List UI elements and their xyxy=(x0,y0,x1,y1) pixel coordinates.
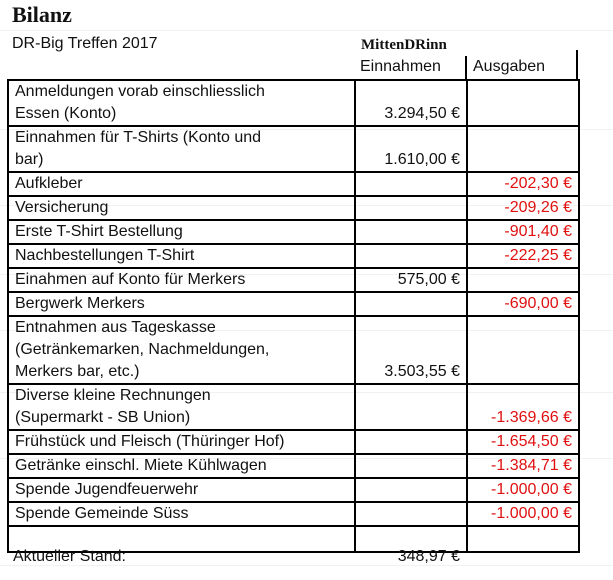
header-right-border xyxy=(576,50,578,80)
row-label[interactable]: Spende Gemeinde Süss xyxy=(7,501,356,527)
income-cell[interactable] xyxy=(354,525,468,553)
row-label[interactable]: Frühstück und Fleisch (Thüringer Hof) xyxy=(7,429,356,455)
income-cell[interactable]: 575,00 € xyxy=(354,267,468,293)
row-label[interactable]: Nachbestellungen T-Shirt xyxy=(7,243,356,269)
current-balance-value: 348,97 € xyxy=(397,548,460,565)
income-cell[interactable]: 3.294,50 € xyxy=(354,79,468,127)
row-label[interactable]: Aufkleber xyxy=(7,171,356,197)
income-cell[interactable] xyxy=(354,453,468,479)
row-label[interactable]: Entnahmen aus Tageskasse (Getränkemarken,… xyxy=(7,315,356,385)
gridline xyxy=(0,565,613,566)
table-row: Einnahmen für T-Shirts (Konto und bar) 1.… xyxy=(7,125,580,173)
row-label[interactable]: Getränke einschl. Miete Kühlwagen xyxy=(7,453,356,479)
column-header-expenses: Ausgaben xyxy=(473,58,546,75)
expense-cell[interactable]: -901,40 € xyxy=(466,219,580,245)
expense-cell[interactable]: -1.000,00 € xyxy=(466,477,580,503)
expense-cell[interactable] xyxy=(466,315,580,385)
balance-table: Anmeldungen vorab einschliesslich Essen (… xyxy=(7,79,580,553)
row-label[interactable]: Anmeldungen vorab einschliesslich Essen (… xyxy=(7,79,356,127)
table-row: Bergwerk Merkers -690,00 € xyxy=(7,291,580,317)
event-subtitle: DR-Big Treffen 2017 xyxy=(12,35,158,52)
expense-cell[interactable]: -690,00 € xyxy=(466,291,580,317)
row-label[interactable]: Einnahmen für T-Shirts (Konto und bar) xyxy=(7,125,356,173)
table-row-empty xyxy=(7,525,580,553)
current-balance-label: Aktueller Stand: xyxy=(13,548,126,565)
expense-cell[interactable]: -1.000,00 € xyxy=(466,501,580,527)
expense-cell[interactable]: -209,26 € xyxy=(466,195,580,221)
expense-cell[interactable]: -202,30 € xyxy=(466,171,580,197)
header-divider xyxy=(465,56,467,80)
income-cell[interactable]: 3.503,55 € xyxy=(354,315,468,385)
income-cell[interactable] xyxy=(354,291,468,317)
expense-cell[interactable]: -1.384,71 € xyxy=(466,453,580,479)
row-label[interactable]: Diverse kleine Rechnungen (Supermarkt - S… xyxy=(7,383,356,431)
income-cell[interactable] xyxy=(354,501,468,527)
table-row: Entnahmen aus Tageskasse (Getränkemarken,… xyxy=(7,315,580,385)
column-header-income: Einnahmen xyxy=(360,58,441,75)
table-row: Nachbestellungen T-Shirt -222,25 € xyxy=(7,243,580,269)
row-label[interactable]: Bergwerk Merkers xyxy=(7,291,356,317)
table-row: Diverse kleine Rechnungen (Supermarkt - S… xyxy=(7,383,580,431)
income-cell[interactable] xyxy=(354,383,468,431)
table-row: Frühstück und Fleisch (Thüringer Hof) -1… xyxy=(7,429,580,455)
income-cell[interactable] xyxy=(354,243,468,269)
table-row: Spende Gemeinde Süss -1.000,00 € xyxy=(7,501,580,527)
table-row: Spende Jugendfeuerwehr -1.000,00 € xyxy=(7,477,580,503)
row-label[interactable]: Versicherung xyxy=(7,195,356,221)
income-cell[interactable] xyxy=(354,171,468,197)
page-title: Bilanz xyxy=(12,2,72,27)
table-row: Getränke einschl. Miete Kühlwagen -1.384… xyxy=(7,453,580,479)
table-row: Aufkleber -202,30 € xyxy=(7,171,580,197)
table-row: Einahmen auf Konto für Merkers 575,00 € xyxy=(7,267,580,293)
gridline xyxy=(0,30,613,31)
expense-cell[interactable] xyxy=(466,525,580,553)
income-cell[interactable]: 1.610,00 € xyxy=(354,125,468,173)
expense-cell[interactable]: -222,25 € xyxy=(466,243,580,269)
expense-cell[interactable]: -1.369,66 € xyxy=(466,383,580,431)
expense-cell[interactable] xyxy=(466,79,580,127)
income-cell[interactable] xyxy=(354,195,468,221)
row-label[interactable] xyxy=(7,525,356,553)
expense-cell[interactable]: -1.654,50 € xyxy=(466,429,580,455)
table-row: Erste T-Shirt Bestellung -901,40 € xyxy=(7,219,580,245)
table-row: Anmeldungen vorab einschliesslich Essen (… xyxy=(7,79,580,127)
row-label[interactable]: Erste T-Shirt Bestellung xyxy=(7,219,356,245)
income-cell[interactable] xyxy=(354,477,468,503)
row-label[interactable]: Spende Jugendfeuerwehr xyxy=(7,477,356,503)
table-row: Versicherung -209,26 € xyxy=(7,195,580,221)
income-cell[interactable] xyxy=(354,429,468,455)
income-cell[interactable] xyxy=(354,219,468,245)
expense-cell[interactable] xyxy=(466,267,580,293)
organization-name: MittenDRinn xyxy=(361,37,447,53)
expense-cell[interactable] xyxy=(466,125,580,173)
row-label[interactable]: Einahmen auf Konto für Merkers xyxy=(7,267,356,293)
